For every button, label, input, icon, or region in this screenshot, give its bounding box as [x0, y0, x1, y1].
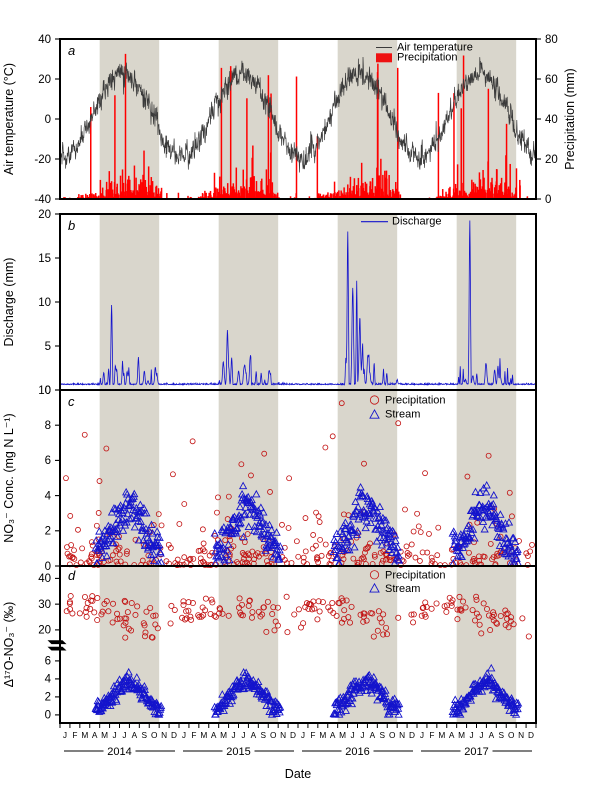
svg-text:J: J — [301, 730, 305, 740]
svg-text:A: A — [211, 730, 217, 740]
svg-text:Precipitation: Precipitation — [385, 395, 446, 407]
svg-text:M: M — [339, 730, 346, 740]
svg-text:O: O — [389, 730, 396, 740]
svg-text:4: 4 — [45, 490, 52, 502]
svg-text:40: 40 — [38, 573, 51, 585]
svg-text:0: 0 — [45, 710, 51, 722]
svg-text:J: J — [63, 730, 67, 740]
svg-text:2014: 2014 — [107, 746, 131, 758]
svg-text:N: N — [161, 730, 167, 740]
svg-text:J: J — [112, 730, 116, 740]
svg-text:NO₃⁻ Conc. (mg N L⁻¹): NO₃⁻ Conc. (mg N L⁻¹) — [2, 413, 16, 542]
svg-text:O: O — [151, 730, 158, 740]
svg-text:M: M — [220, 730, 227, 740]
svg-text:20: 20 — [545, 154, 558, 166]
svg-text:80: 80 — [545, 34, 558, 46]
svg-text:10: 10 — [38, 297, 51, 309]
svg-text:O: O — [270, 730, 277, 740]
svg-text:Precipitation: Precipitation — [397, 52, 458, 64]
svg-text:M: M — [81, 730, 88, 740]
svg-text:N: N — [399, 730, 405, 740]
svg-text:2016: 2016 — [345, 746, 369, 758]
svg-text:0: 0 — [545, 194, 551, 206]
svg-text:M: M — [101, 730, 108, 740]
svg-text:5: 5 — [45, 341, 51, 353]
svg-text:c: c — [68, 394, 75, 409]
svg-text:Stream: Stream — [385, 583, 420, 595]
svg-text:Date: Date — [285, 767, 311, 781]
svg-text:M: M — [458, 730, 465, 740]
svg-text:-20: -20 — [34, 154, 51, 166]
svg-text:2: 2 — [45, 692, 51, 704]
svg-text:D: D — [171, 730, 177, 740]
svg-text:4: 4 — [45, 674, 52, 686]
svg-text:2: 2 — [45, 526, 51, 538]
svg-text:D: D — [290, 730, 296, 740]
svg-text:F: F — [310, 730, 315, 740]
svg-text:F: F — [72, 730, 77, 740]
svg-text:6: 6 — [45, 455, 51, 467]
svg-text:8: 8 — [45, 420, 51, 432]
svg-text:40: 40 — [545, 114, 558, 126]
svg-text:O: O — [508, 730, 515, 740]
svg-text:J: J — [420, 730, 424, 740]
svg-text:J: J — [231, 730, 235, 740]
svg-text:S: S — [380, 730, 386, 740]
svg-text:D: D — [409, 730, 415, 740]
svg-text:M: M — [200, 730, 207, 740]
svg-text:d: d — [68, 568, 76, 583]
svg-text:Air temperature (°C): Air temperature (°C) — [2, 63, 16, 175]
svg-text:J: J — [479, 730, 483, 740]
svg-text:Precipitation (mm): Precipitation (mm) — [563, 68, 577, 169]
svg-text:S: S — [499, 730, 505, 740]
svg-text:Stream: Stream — [385, 409, 420, 421]
svg-text:Discharge (mm): Discharge (mm) — [2, 258, 16, 347]
svg-text:A: A — [132, 730, 138, 740]
svg-text:Δ¹⁷O-NO₃⁻ (‰): Δ¹⁷O-NO₃⁻ (‰) — [2, 602, 16, 688]
svg-text:F: F — [429, 730, 434, 740]
svg-text:b: b — [68, 218, 75, 233]
svg-text:S: S — [261, 730, 267, 740]
svg-text:D: D — [528, 730, 534, 740]
svg-text:20: 20 — [38, 74, 51, 86]
svg-text:F: F — [191, 730, 196, 740]
svg-text:2017: 2017 — [464, 746, 488, 758]
svg-text:15: 15 — [38, 253, 51, 265]
svg-text:60: 60 — [545, 74, 558, 86]
svg-text:-40: -40 — [34, 194, 51, 206]
svg-text:Precipitation: Precipitation — [385, 569, 446, 581]
svg-text:A: A — [330, 730, 336, 740]
svg-text:N: N — [518, 730, 524, 740]
svg-text:J: J — [182, 730, 186, 740]
svg-text:a: a — [68, 43, 75, 58]
svg-text:J: J — [122, 730, 126, 740]
svg-text:10: 10 — [38, 385, 51, 397]
svg-text:A: A — [489, 730, 495, 740]
svg-text:J: J — [241, 730, 245, 740]
svg-text:N: N — [280, 730, 286, 740]
svg-text:J: J — [469, 730, 473, 740]
svg-text:M: M — [438, 730, 445, 740]
svg-text:A: A — [370, 730, 376, 740]
svg-text:A: A — [92, 730, 98, 740]
svg-text:J: J — [360, 730, 364, 740]
svg-text:0: 0 — [45, 561, 51, 573]
svg-text:J: J — [350, 730, 354, 740]
svg-text:A: A — [251, 730, 257, 740]
svg-text:30: 30 — [38, 599, 51, 611]
svg-text:20: 20 — [38, 209, 51, 221]
svg-text:2015: 2015 — [226, 746, 250, 758]
svg-text:Discharge: Discharge — [392, 216, 442, 228]
svg-text:40: 40 — [38, 34, 51, 46]
svg-text:0: 0 — [45, 114, 51, 126]
svg-text:20: 20 — [38, 625, 51, 637]
svg-text:A: A — [449, 730, 455, 740]
svg-text:6: 6 — [45, 656, 51, 668]
svg-text:S: S — [142, 730, 148, 740]
svg-text:M: M — [319, 730, 326, 740]
